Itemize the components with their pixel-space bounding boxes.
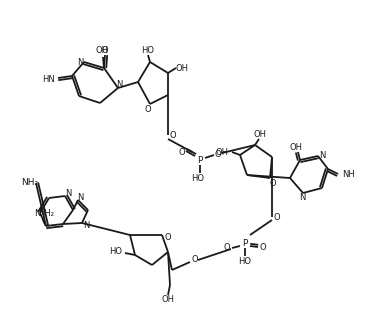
Text: OH: OH	[289, 143, 303, 152]
Text: NH₂: NH₂	[22, 177, 39, 186]
Text: O: O	[145, 105, 151, 114]
Text: NH₂: NH₂	[38, 209, 54, 217]
Text: HN: HN	[42, 74, 55, 83]
Text: O: O	[170, 130, 176, 139]
Text: N: N	[299, 193, 305, 202]
Text: O: O	[224, 244, 230, 253]
Text: P: P	[197, 156, 203, 165]
Text: N: N	[83, 221, 89, 230]
Text: HO: HO	[239, 257, 251, 265]
Text: OH: OH	[95, 45, 108, 55]
Text: N: N	[77, 58, 83, 67]
Text: N: N	[65, 190, 71, 199]
Text: O: O	[270, 178, 276, 187]
Text: HO: HO	[192, 173, 204, 182]
Text: OH: OH	[215, 148, 228, 157]
Text: HO: HO	[142, 45, 154, 55]
Text: N: N	[116, 79, 122, 88]
Text: O: O	[102, 45, 108, 55]
Text: N: N	[319, 151, 325, 160]
Text: O: O	[274, 213, 280, 221]
Text: O: O	[260, 244, 266, 253]
Text: P: P	[242, 239, 248, 248]
Text: OH: OH	[161, 296, 174, 305]
Text: OH: OH	[253, 129, 267, 138]
Text: O: O	[179, 148, 185, 157]
Text: O: O	[192, 255, 198, 263]
Text: N: N	[77, 193, 83, 202]
Text: NH: NH	[342, 169, 355, 178]
Text: N: N	[34, 209, 40, 217]
Text: O: O	[215, 150, 221, 159]
Text: OH: OH	[176, 64, 188, 72]
Text: HO: HO	[109, 248, 122, 257]
Text: O: O	[165, 233, 171, 243]
